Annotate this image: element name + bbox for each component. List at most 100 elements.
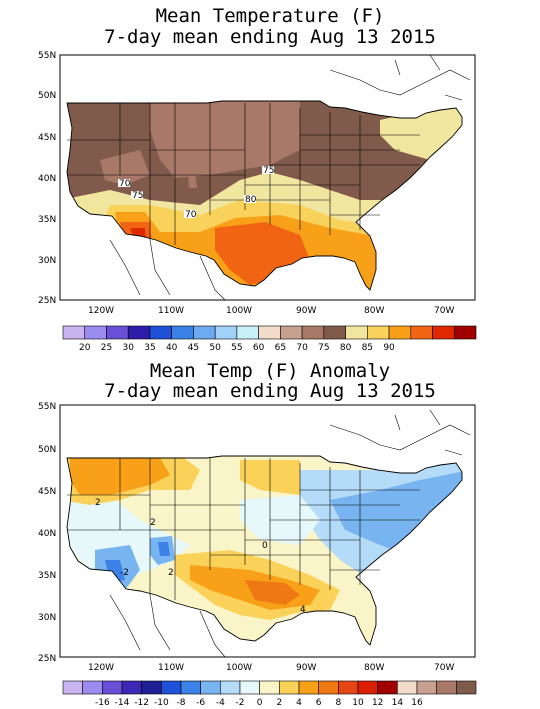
- map2-contour-label: 2: [168, 568, 174, 578]
- legend-swatch: [367, 325, 390, 340]
- legend-swatch: [236, 325, 259, 340]
- map2-title-line1: Mean Temp (F) Anomaly: [149, 360, 391, 382]
- legend-swatch: [149, 325, 172, 340]
- map2-lat-axis: 55N 50N 45N 40N 35N 30N 25N: [38, 402, 56, 664]
- legend-swatch: [161, 680, 182, 695]
- legend-swatch: [301, 325, 325, 340]
- legend-label: -12: [134, 698, 149, 708]
- legend-swatch: [84, 325, 107, 340]
- map2-contour-label: -2: [120, 568, 129, 578]
- map2-coastline-south: [109, 594, 226, 658]
- lat-label: 55N: [38, 402, 56, 412]
- legend-label: -4: [216, 698, 225, 708]
- map1-coastline-north: [329, 54, 471, 101]
- legend-label: -6: [196, 698, 205, 708]
- map2-frame: [59, 404, 476, 658]
- legend-swatch: [200, 680, 221, 695]
- legend-swatch: [180, 680, 201, 695]
- legend-swatch: [214, 325, 238, 340]
- legend-swatch: [127, 325, 151, 340]
- legend-label: -14: [115, 698, 130, 708]
- legend-label: 65: [275, 343, 286, 353]
- legend-label: 90: [383, 343, 395, 353]
- map2-lon-axis: 120W 110W 100W 90W 80W 70W: [88, 663, 454, 673]
- map2-contour-label: 2: [95, 498, 101, 508]
- legend-label: 40: [166, 343, 178, 353]
- lon-label: 110W: [158, 663, 184, 673]
- lat-label: 45N: [38, 487, 56, 497]
- legend-label: 85: [362, 343, 373, 353]
- legend-label: 16: [411, 698, 423, 708]
- legend-swatch: [453, 325, 477, 340]
- legend-label: 30: [122, 343, 134, 353]
- legend-swatch: [82, 680, 103, 695]
- map2-color-legend: -16 -14 -12 -10 -8 -6 -4 -2 0 2 4 6 8 10 12 14 16: [62, 680, 477, 708]
- legend-label: -10: [154, 698, 169, 708]
- legend-label: 14: [392, 698, 404, 708]
- map1-contour-label: 70: [185, 210, 197, 220]
- legend-label: 55: [231, 343, 242, 353]
- legend-label: 2: [276, 698, 282, 708]
- legend-swatch: [259, 680, 280, 695]
- lat-label: 25N: [38, 296, 56, 306]
- legend-swatch: [141, 680, 162, 695]
- legend-swatch: [258, 325, 281, 340]
- map1-contour-label: 70: [119, 179, 131, 189]
- legend-label: 8: [335, 698, 341, 708]
- lat-label: 30N: [38, 256, 56, 266]
- legend-swatch: [388, 325, 412, 340]
- lon-label: 120W: [88, 306, 114, 316]
- map2: 2 2 0 2 -2 4 55N 50N 45N 40N 35N 30N 25N…: [38, 402, 477, 708]
- map1: 70 70 75 75 80 55N 50N 45N 40N 35N 30N 2…: [38, 51, 477, 353]
- legend-label: 70: [296, 343, 308, 353]
- legend-swatch: [106, 325, 129, 340]
- legend-swatch: [220, 680, 241, 695]
- map1-title-line2: 7-day mean ending Aug 13 2015: [104, 26, 436, 48]
- map2-contour-labels: 2 2 0 2 -2 4: [95, 498, 306, 615]
- legend-swatch: [239, 680, 260, 695]
- lat-label: 25N: [38, 654, 56, 664]
- legend-label: 12: [372, 698, 383, 708]
- map1-frame: [59, 54, 476, 301]
- legend-swatch: [323, 325, 346, 340]
- legend-swatch: [416, 680, 437, 695]
- legend-label: 45: [188, 343, 199, 353]
- legend-label: 60: [253, 343, 265, 353]
- legend-swatch: [377, 680, 398, 695]
- legend-swatch: [456, 680, 477, 695]
- map1-lat-axis: 55N 50N 45N 40N 35N 30N 25N: [38, 51, 56, 306]
- legend-label: 20: [79, 343, 91, 353]
- lat-label: 30N: [38, 613, 56, 623]
- lat-label: 45N: [38, 133, 56, 143]
- legend-swatch: [121, 680, 142, 695]
- lon-label: 80W: [364, 663, 384, 673]
- legend-swatch: [357, 680, 378, 695]
- map1-contour-label: 80: [245, 195, 257, 205]
- legend-swatch: [410, 325, 433, 340]
- legend-label: 35: [144, 343, 155, 353]
- legend-label: 4: [296, 698, 302, 708]
- lon-label: 120W: [88, 663, 114, 673]
- map1-contour-label: 75: [263, 166, 274, 176]
- legend-swatch: [298, 680, 319, 695]
- map1-contour-label: 75: [132, 191, 143, 201]
- legend-label: 80: [340, 343, 352, 353]
- lon-label: 70W: [434, 306, 454, 316]
- lon-label: 110W: [158, 306, 184, 316]
- map2-contour-label: 2: [150, 518, 156, 528]
- map1-contour-labels: 70 70 75 75 80: [118, 166, 274, 220]
- map1-lon-axis: 120W 110W 100W 90W 80W 70W: [88, 306, 454, 316]
- legend-swatch: [102, 680, 123, 695]
- legend-label: -8: [177, 698, 186, 708]
- lat-label: 35N: [38, 571, 56, 581]
- lat-label: 50N: [38, 445, 56, 455]
- legend-label: -16: [95, 698, 110, 708]
- map2-state-borders: [67, 458, 420, 600]
- lat-label: 55N: [38, 51, 56, 61]
- legend-swatch: [62, 325, 86, 340]
- legend-swatch: [338, 680, 359, 695]
- legend-label: 6: [316, 698, 322, 708]
- legend-label: 75: [318, 343, 329, 353]
- lat-label: 50N: [38, 91, 56, 101]
